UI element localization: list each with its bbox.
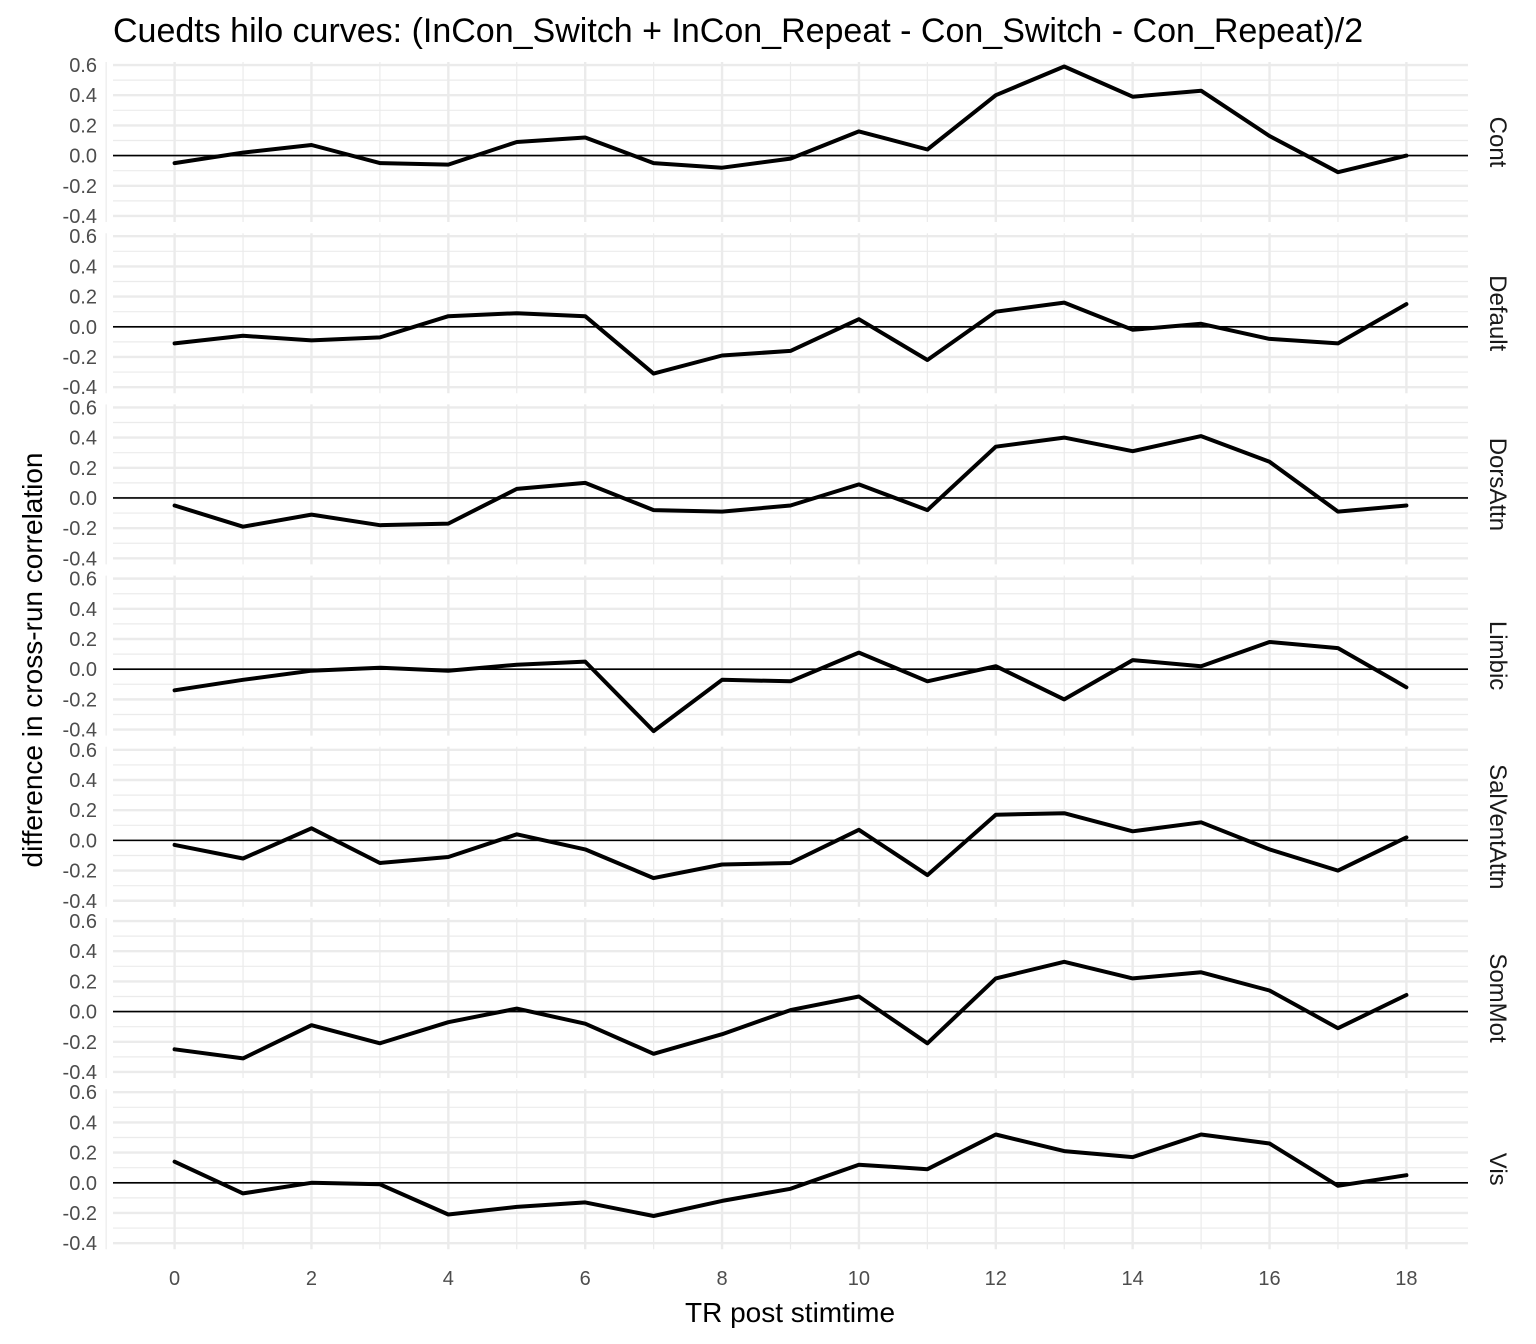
y-tick-label: -0.2 — [63, 689, 97, 711]
y-tick-label: -0.2 — [63, 1032, 97, 1054]
y-tick-label: 0.6 — [69, 740, 97, 762]
y-tick-label: 0.6 — [69, 55, 97, 77]
y-axis-title: difference in cross-run correlation — [17, 452, 48, 867]
y-tick-label: -0.2 — [63, 347, 97, 369]
x-axis: 0 2 4 6 8 10 12 14 16 18 — [169, 1268, 1418, 1290]
facet-strip-label: Cont — [1484, 117, 1511, 168]
y-tick-label: 0.0 — [69, 1173, 97, 1195]
y-tick-label: -0.4 — [63, 1233, 97, 1255]
facet-strip-label: Default — [1484, 275, 1511, 351]
facet-panel-salventattn: 0.6 0.4 0.2 0.0 -0.2 -0.4 SalVentAttn — [63, 740, 1511, 913]
y-tick-label: 0.0 — [69, 659, 97, 681]
y-tick-label: 0.6 — [69, 397, 97, 419]
y-tick-label: 0.4 — [69, 941, 97, 963]
y-tick-label: 0.2 — [69, 458, 97, 480]
x-tick-label: 2 — [306, 1268, 317, 1290]
facet-strip-label: DorsAttn — [1484, 438, 1511, 531]
y-tick-label: -0.4 — [63, 206, 97, 228]
y-tick-label: 0.4 — [69, 85, 97, 107]
facet-strip-label: Vis — [1484, 1153, 1511, 1186]
y-tick-label: 0.0 — [69, 488, 97, 510]
y-tick-label: 0.0 — [69, 146, 97, 168]
y-tick-label: -0.2 — [63, 176, 97, 198]
y-tick-label: 0.0 — [69, 317, 97, 339]
series-line-limbic — [172, 640, 1409, 734]
facet-panel-default: 0.6 0.4 0.2 0.0 -0.2 -0.4 Default — [63, 226, 1511, 399]
y-tick-label: 0.4 — [69, 599, 97, 621]
facet-strip-label: SalVentAttn — [1484, 764, 1511, 889]
y-tick-label: -0.4 — [63, 1062, 97, 1084]
series-line-sommot — [172, 959, 1409, 1061]
y-tick-label: 0.2 — [69, 800, 97, 822]
y-tick-label: -0.4 — [63, 377, 97, 399]
facet-panel-limbic: 0.6 0.4 0.2 0.0 -0.2 -0.4 Limbic — [63, 569, 1511, 742]
x-tick-label: 4 — [443, 1268, 454, 1290]
x-tick-label: 12 — [985, 1268, 1007, 1290]
x-tick-label: 8 — [717, 1268, 728, 1290]
y-tick-label: 0.2 — [69, 287, 97, 309]
facet-panel-dorsattn: 0.6 0.4 0.2 0.0 -0.2 -0.4 DorsAttn — [63, 397, 1511, 570]
chart-title: Cuedts hilo curves: (InCon_Switch + InCo… — [113, 12, 1363, 50]
series-line-cont — [172, 64, 1409, 175]
facet-panels: 0.6 0.4 0.2 0.0 -0.2 -0.4 Cont 0.6 0.4 0.2 0.0 -0.2… — [63, 55, 1511, 1255]
series-line-default — [172, 300, 1409, 376]
y-tick-label: -0.2 — [63, 518, 97, 540]
series-line-salventattn — [172, 811, 1409, 881]
y-tick-label: 0.0 — [69, 830, 97, 852]
y-tick-label: 0.2 — [69, 1143, 97, 1165]
x-axis-title: TR post stimtime — [685, 1297, 895, 1328]
facet-strip-label: SomMot — [1484, 953, 1511, 1043]
y-tick-label: -0.2 — [63, 1203, 97, 1225]
facet-panel-cont: 0.6 0.4 0.2 0.0 -0.2 -0.4 Cont — [63, 55, 1511, 228]
x-tick-label: 16 — [1258, 1268, 1280, 1290]
y-tick-label: 0.6 — [69, 911, 97, 933]
x-tick-label: 14 — [1122, 1268, 1144, 1290]
y-tick-label: -0.2 — [63, 861, 97, 883]
y-tick-label: 0.2 — [69, 629, 97, 651]
y-tick-label: 0.6 — [69, 569, 97, 591]
x-tick-label: 18 — [1395, 1268, 1417, 1290]
y-tick-label: -0.4 — [63, 891, 97, 913]
y-tick-label: 0.4 — [69, 256, 97, 278]
y-tick-label: -0.4 — [63, 720, 97, 742]
y-tick-label: 0.2 — [69, 971, 97, 993]
x-tick-label: 6 — [580, 1268, 591, 1290]
y-tick-label: 0.6 — [69, 1082, 97, 1104]
series-line-vis — [172, 1132, 1409, 1218]
y-tick-label: 0.4 — [69, 1112, 97, 1134]
y-tick-label: -0.4 — [63, 548, 97, 570]
y-tick-label: 0.6 — [69, 226, 97, 248]
x-tick-label: 10 — [848, 1268, 870, 1290]
series-line-dorsattn — [172, 434, 1409, 529]
facet-strip-label: Limbic — [1484, 621, 1511, 690]
y-tick-label: 0.4 — [69, 428, 97, 450]
facet-panel-vis: 0.6 0.4 0.2 0.0 -0.2 -0.4 Vis — [63, 1082, 1511, 1255]
y-tick-label: 0.2 — [69, 115, 97, 137]
facet-panel-sommot: 0.6 0.4 0.2 0.0 -0.2 -0.4 SomMot — [63, 911, 1511, 1084]
y-tick-label: 0.4 — [69, 770, 97, 792]
x-tick-label: 0 — [169, 1268, 180, 1290]
y-tick-label: 0.0 — [69, 1002, 97, 1024]
